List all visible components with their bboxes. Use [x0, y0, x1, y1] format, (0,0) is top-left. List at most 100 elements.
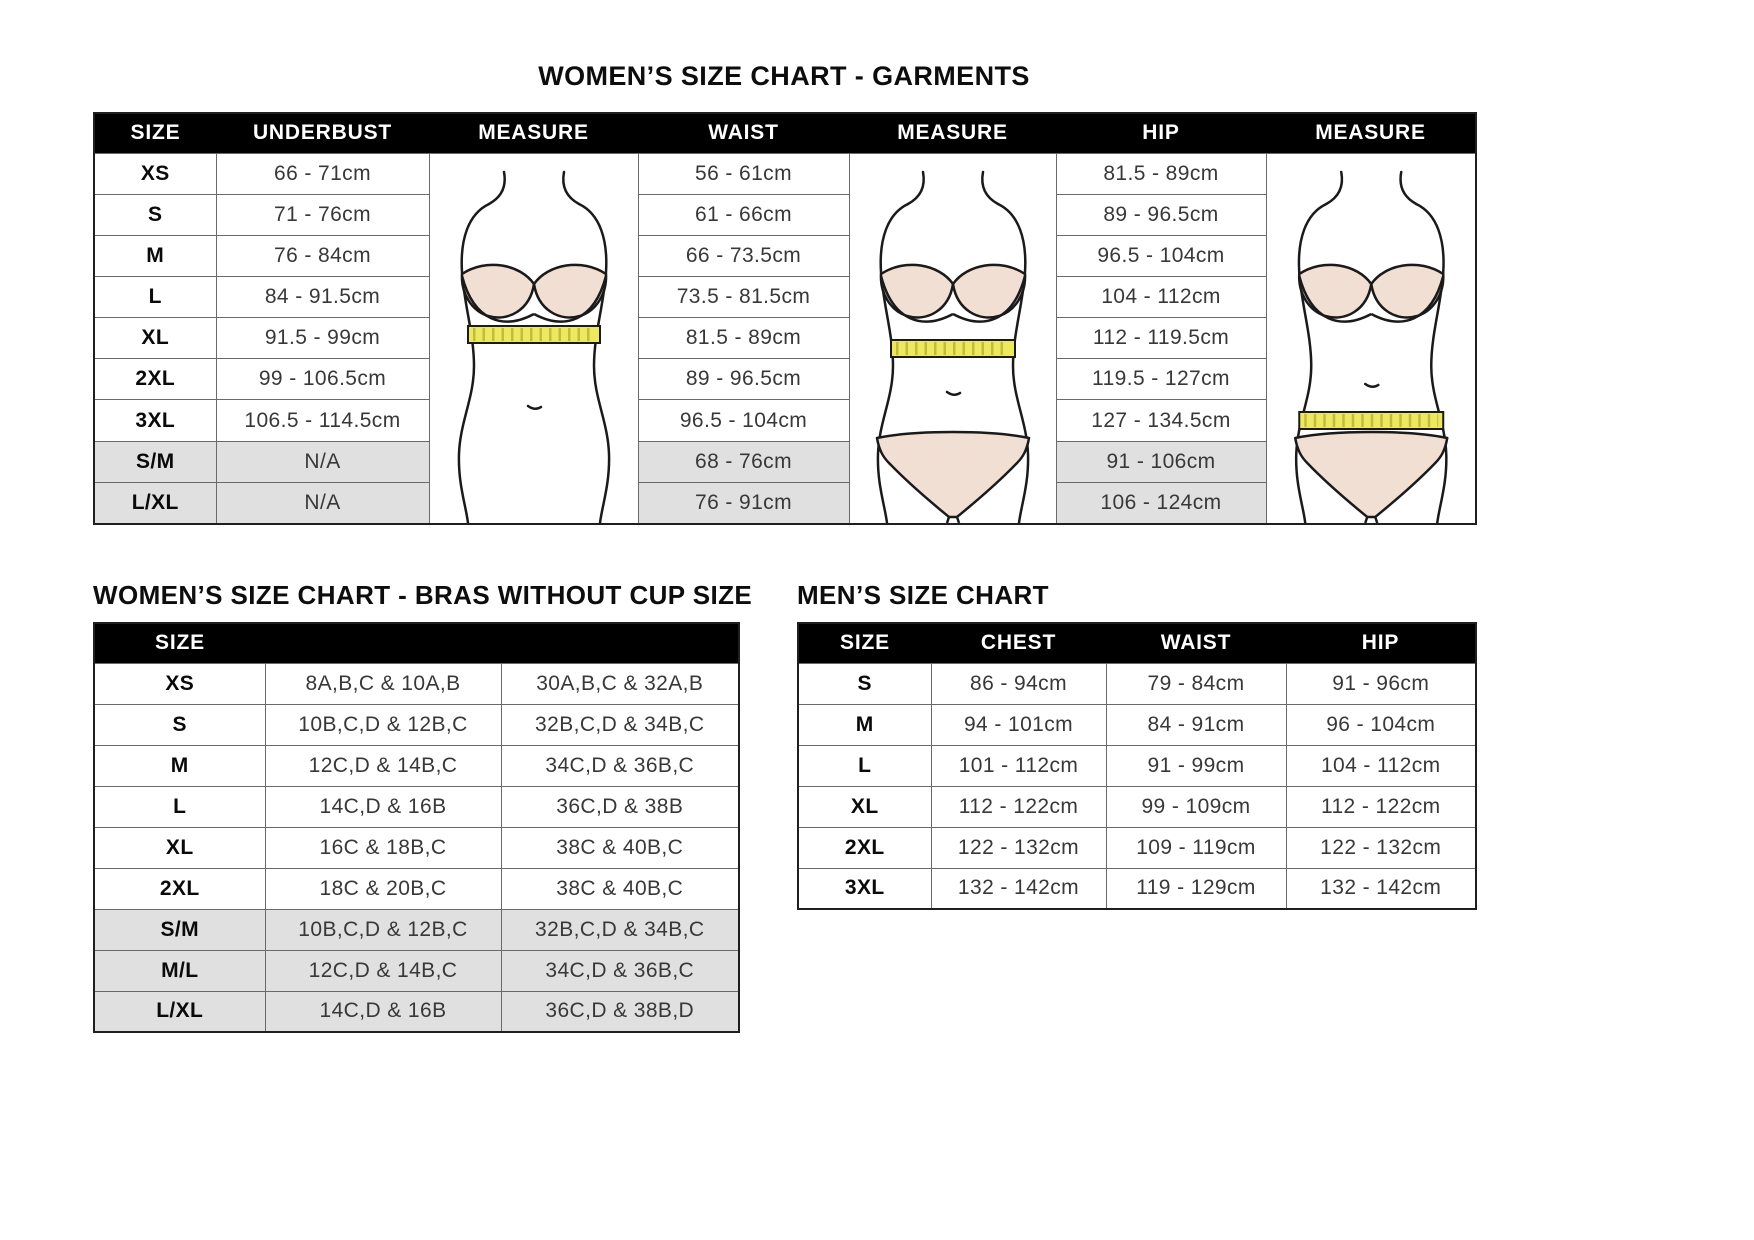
size-cell: L/XL	[93, 990, 266, 1033]
bras-row-s: S 10B,C,D & 12B,C 32B,C,D & 34B,C	[93, 703, 740, 746]
garments-row-l: L 84 - 91.5cm 73.5 - 81.5cm 104 - 112cm	[93, 275, 1476, 319]
size-cell: XS	[93, 152, 217, 195]
us-bra-sizes-cell: 36C,D & 38B,D	[500, 990, 740, 1033]
garments-row-xl: XL 91.5 - 99cm 81.5 - 89cm 112 - 119.5cm	[93, 317, 1476, 360]
hip-cell: 106 - 124cm	[1055, 481, 1267, 525]
hip-cell: 91 - 106cm	[1055, 440, 1267, 483]
size-cell: 2XL	[93, 867, 266, 910]
size-cell: M	[797, 703, 932, 746]
garments-table: SIZE UNDERBUST MEASURE WAIST MEASURE HIP MEASU…	[93, 112, 1477, 525]
bras-row-xs: XS 8A,B,C & 10A,B 30A,B,C & 32A,B	[93, 662, 740, 705]
bras-chart-title: WOMEN’S SIZE CHART - BRAS WITHOUT CUP SI…	[93, 580, 753, 610]
chest-cell: 112 - 122cm	[930, 785, 1107, 828]
column-header-size: SIZE	[94, 113, 216, 153]
bras-row-m-l: M/L 12C,D & 14B,C 34C,D & 36B,C	[93, 949, 740, 992]
torso-outline	[457, 170, 610, 523]
size-cell: S/M	[93, 440, 217, 483]
hip-cell: 112 - 122cm	[1285, 785, 1477, 828]
bras-row-s-m: S/M 10B,C,D & 12B,C 32B,C,D & 34B,C	[93, 908, 740, 951]
waist-cell: 96.5 - 104cm	[637, 399, 850, 442]
mens-row-xl: XL 112 - 122cm 99 - 109cm 112 - 122cm	[797, 785, 1477, 828]
us-bra-sizes-cell: 38C & 40B,C	[500, 867, 740, 910]
waist-cell: 91 - 99cm	[1105, 744, 1287, 787]
us-bra-sizes-cell: 30A,B,C & 32A,B	[500, 662, 740, 705]
mens-row-2xl: 2XL 122 - 132cm 109 - 119cm 122 - 132cm	[797, 826, 1477, 869]
waist-cell: 66 - 73.5cm	[637, 234, 850, 277]
underbust-cell: 71 - 76cm	[215, 193, 430, 236]
size-cell: L	[93, 275, 217, 319]
measuring-tape	[1297, 410, 1444, 430]
measuring-tape	[466, 324, 601, 344]
hip-cell: 91 - 96cm	[1285, 662, 1477, 705]
hip-cell: 96 - 104cm	[1285, 703, 1477, 746]
size-cell: XL	[93, 826, 266, 869]
size-cell: M	[93, 744, 266, 787]
waist-cell: 68 - 76cm	[637, 440, 850, 483]
bras-header-blank-1	[265, 623, 501, 663]
size-cell: M	[93, 234, 217, 277]
mens-row-3xl: 3XL 132 - 142cm 119 - 129cm 132 - 142cm	[797, 867, 1477, 910]
us-bra-sizes-cell: 32B,C,D & 34B,C	[500, 908, 740, 951]
column-header-hip: HIP	[1056, 113, 1266, 153]
size-cell: S/M	[93, 908, 266, 951]
underwear-illustration	[1293, 430, 1448, 518]
au-bra-sizes-cell: 16C & 18B,C	[264, 826, 502, 869]
us-bra-sizes-cell: 34C,D & 36B,C	[500, 949, 740, 992]
underbust-cell: 76 - 84cm	[215, 234, 430, 277]
au-bra-sizes-cell: 12C,D & 14B,C	[264, 744, 502, 787]
bras-row-l-xl: L/XL 14C,D & 16B 36C,D & 38B,D	[93, 990, 740, 1033]
garments-row-3xl: 3XL 106.5 - 114.5cm 96.5 - 104cm 127 - 134.…	[93, 399, 1476, 442]
column-header-waist: WAIST	[638, 113, 849, 153]
underbust-cell: N/A	[215, 440, 430, 483]
size-cell: M/L	[93, 949, 266, 992]
size-cell: 3XL	[797, 867, 932, 910]
chest-cell: 94 - 101cm	[930, 703, 1107, 746]
column-header-hip: HIP	[1286, 623, 1476, 663]
navel	[1363, 382, 1379, 388]
size-cell: S	[797, 662, 932, 705]
bras-row-l: L 14C,D & 16B 36C,D & 38B	[93, 785, 740, 828]
bra-illustration	[1297, 263, 1445, 319]
column-header-underbust: UNDERBUST	[216, 113, 429, 153]
garments-row-l-xl: L/XL N/A 76 - 91cm 106 - 124cm	[93, 481, 1476, 525]
hip-measure-figure	[1293, 170, 1448, 523]
waist-cell: 89 - 96.5cm	[637, 358, 850, 401]
garments-row-xs: XS 66 - 71cm 56 - 61cm	[93, 152, 1477, 524]
hip-cell: 112 - 119.5cm	[1055, 317, 1267, 360]
bras-row-m: M 12C,D & 14B,C 34C,D & 36B,C	[93, 744, 740, 787]
size-cell: 2XL	[93, 358, 217, 401]
waist-cell: 76 - 91cm	[637, 481, 850, 525]
au-bra-sizes-cell: 8A,B,C & 10A,B	[264, 662, 502, 705]
hip-cell: 96.5 - 104cm	[1055, 234, 1267, 277]
hip-cell: 122 - 132cm	[1285, 826, 1477, 869]
waist-cell: 109 - 119cm	[1105, 826, 1287, 869]
waist-cell: 73.5 - 81.5cm	[637, 275, 850, 319]
us-bra-sizes-cell: 34C,D & 36B,C	[500, 744, 740, 787]
hip-cell: 81.5 - 89cm	[1055, 152, 1267, 195]
size-cell: L	[93, 785, 266, 828]
au-bra-sizes-cell: 10B,C,D & 12B,C	[264, 908, 502, 951]
waist-measure-figure-cell	[848, 152, 1057, 524]
waist-cell: 61 - 66cm	[637, 193, 850, 236]
au-bra-sizes-cell: 10B,C,D & 12B,C	[264, 703, 502, 746]
underbust-cell: 91.5 - 99cm	[215, 317, 430, 360]
garments-header-row: SIZE UNDERBUST MEASURE WAIST MEASURE HIP MEASU…	[94, 113, 1476, 153]
underbust-measure-figure-cell	[428, 152, 639, 524]
hip-cell: 127 - 134.5cm	[1055, 399, 1267, 442]
underbust-measure-figure	[457, 170, 610, 523]
underbust-cell: N/A	[215, 481, 430, 525]
bras-header-row: SIZE	[94, 623, 739, 663]
underwear-illustration	[875, 430, 1030, 518]
garments-chart-section: WOMEN’S SIZE CHART - GARMENTS SIZE UNDERB…	[93, 60, 1477, 525]
column-header-size: SIZE	[798, 623, 931, 663]
size-cell: S	[93, 703, 266, 746]
chest-cell: 122 - 132cm	[930, 826, 1107, 869]
waist-cell: 56 - 61cm	[637, 152, 850, 195]
bras-chart-section: WOMEN’S SIZE CHART - BRAS WITHOUT CUP SI…	[93, 580, 753, 1033]
underbust-cell: 84 - 91.5cm	[215, 275, 430, 319]
bras-row-2xl: 2XL 18C & 20B,C 38C & 40B,C	[93, 867, 740, 910]
navel	[945, 390, 961, 396]
mens-table: SIZE CHEST WAIST HIP S 86 - 94cm 79 - 84cm 91 …	[797, 622, 1477, 910]
mens-row-s: S 86 - 94cm 79 - 84cm 91 - 96cm	[797, 662, 1477, 705]
us-bra-sizes-cell: 36C,D & 38B	[500, 785, 740, 828]
